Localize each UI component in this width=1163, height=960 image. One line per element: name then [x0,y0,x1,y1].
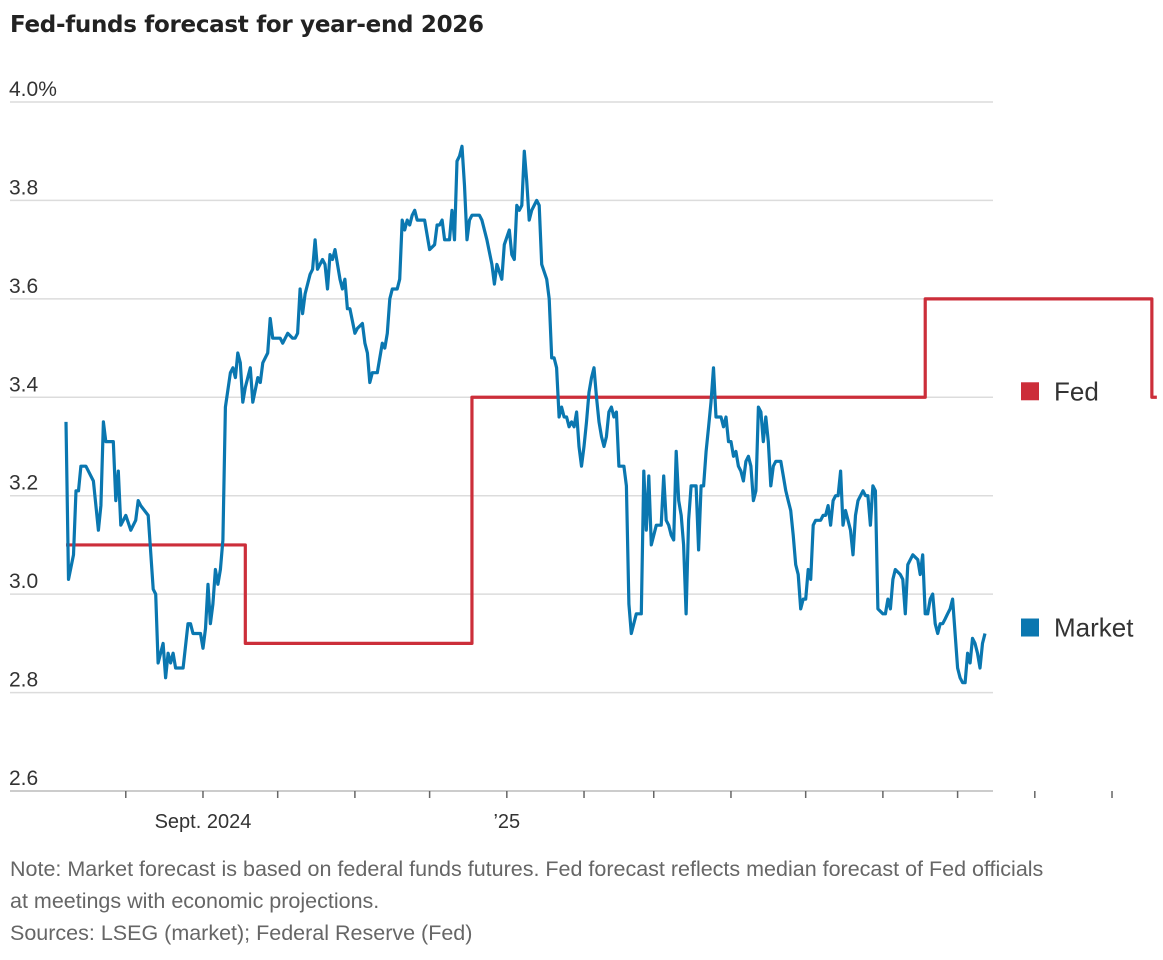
series-line-fed [66,297,1157,645]
chart-title: Fed-funds forecast for year-end 2026 [10,12,484,38]
x-tick-label: Sept. 2024 [155,811,252,833]
gridlines [10,101,993,694]
chart-canvas: 4.0%3.83.63.43.23.02.82.6 Sept. 2024’25 … [9,78,1157,833]
series-lines [64,144,1157,685]
note-line-2: at meetings with economic projections. [10,889,380,913]
legend-label-market: Market [1054,613,1134,643]
y-tick-label: 2.6 [9,767,38,790]
sources-line: Sources: LSEG (market); Federal Reserve … [10,921,473,945]
legend: Fed Market [1021,376,1134,643]
series-line-market [64,144,987,685]
note-line-1: Note: Market forecast is based on federa… [10,857,1044,881]
x-tick-label: ’25 [493,811,520,833]
y-tick-label: 3.8 [9,176,38,199]
y-tick-label: 3.6 [9,275,38,298]
legend-label-fed: Fed [1054,376,1099,406]
x-axis: Sept. 2024 ’25 [10,790,1113,833]
y-tick-label: 4.0% [9,78,57,101]
y-tick-label: 3.4 [9,373,39,396]
legend-swatch-market [1021,618,1039,637]
y-tick-label: 3.2 [9,472,38,495]
y-tick-label: 3.0 [9,570,38,593]
chart-notes: Note: Market forecast is based on federa… [10,853,1160,949]
y-tick-label: 2.8 [9,669,38,692]
legend-swatch-fed [1021,382,1039,401]
y-axis: 4.0% 3.8 3.6 3.4 3.2 3.0 2.8 2.6 [9,78,57,790]
